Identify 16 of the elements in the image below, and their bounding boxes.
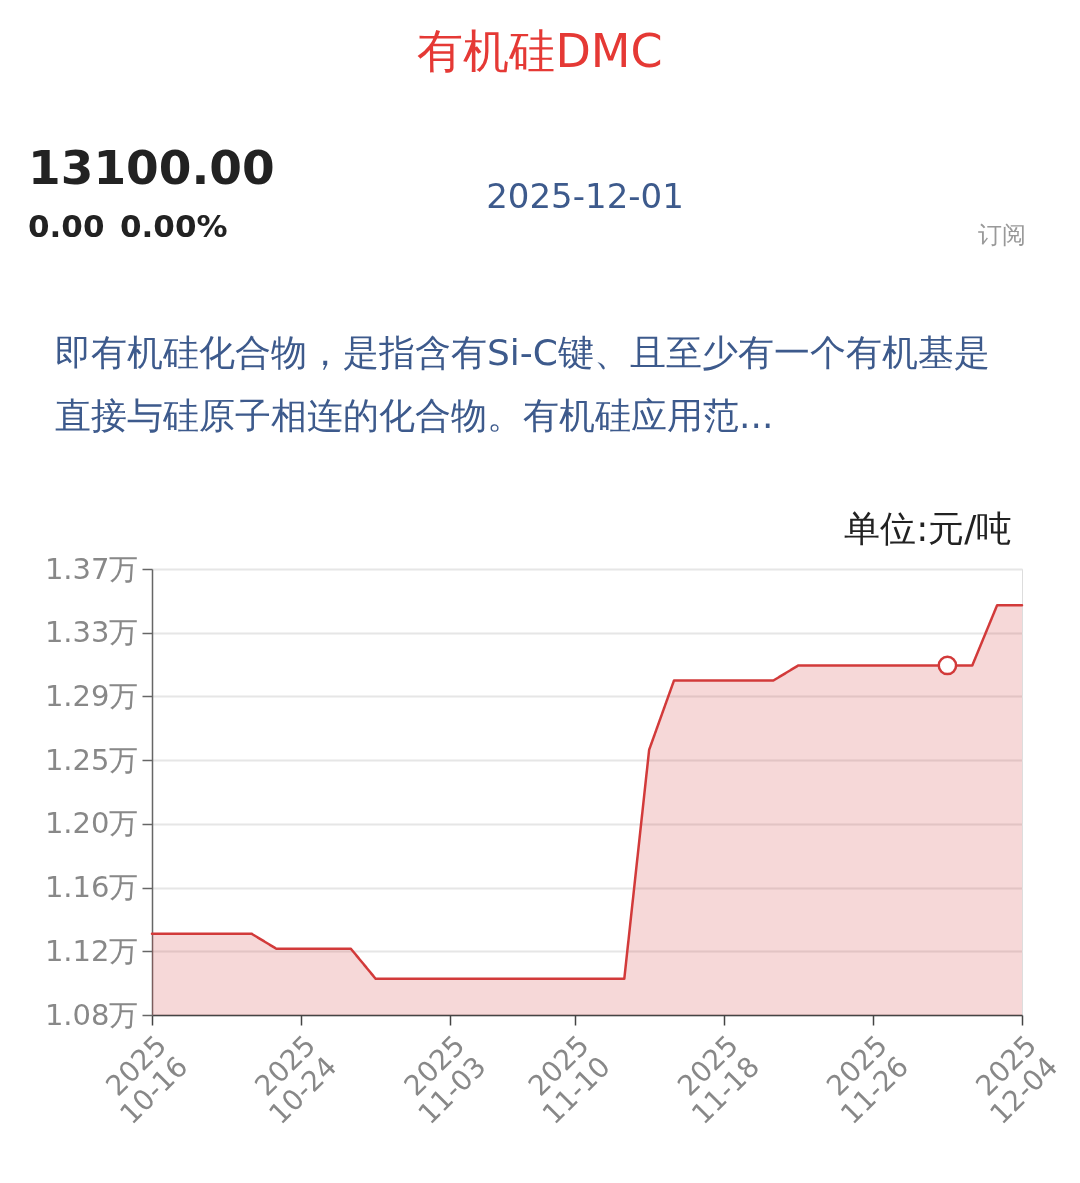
y-tick-label: 1.12万 <box>44 933 139 968</box>
text: 2025-12-01 <box>486 176 684 216</box>
y-tick-label: 1.08万 <box>44 997 139 1032</box>
chart-subtitle: 即有机硅化合物，是指含有Si-C键、且至少有一个有机基是直接与硅原子相连的化合物。有机硅应用范... <box>55 332 990 436</box>
y-tick-label: 1.33万 <box>44 615 139 650</box>
y-tick-label: 1.29万 <box>44 678 139 713</box>
y-tick-label: 1.16万 <box>44 870 139 905</box>
y-axis-title: 单位:元/吨 <box>844 507 1013 549</box>
y-tick-label: 1.20万 <box>44 806 139 841</box>
text: 0.00 <box>28 208 105 244</box>
text: 订阅 <box>978 221 1026 249</box>
text: 0.00% <box>120 208 228 244</box>
text: 13100.00 <box>28 140 275 195</box>
y-tick-label: 1.37万 <box>44 551 139 586</box>
y-tick-label: 1.25万 <box>44 742 139 777</box>
chart-title: 有机硅DMC <box>417 24 663 78</box>
